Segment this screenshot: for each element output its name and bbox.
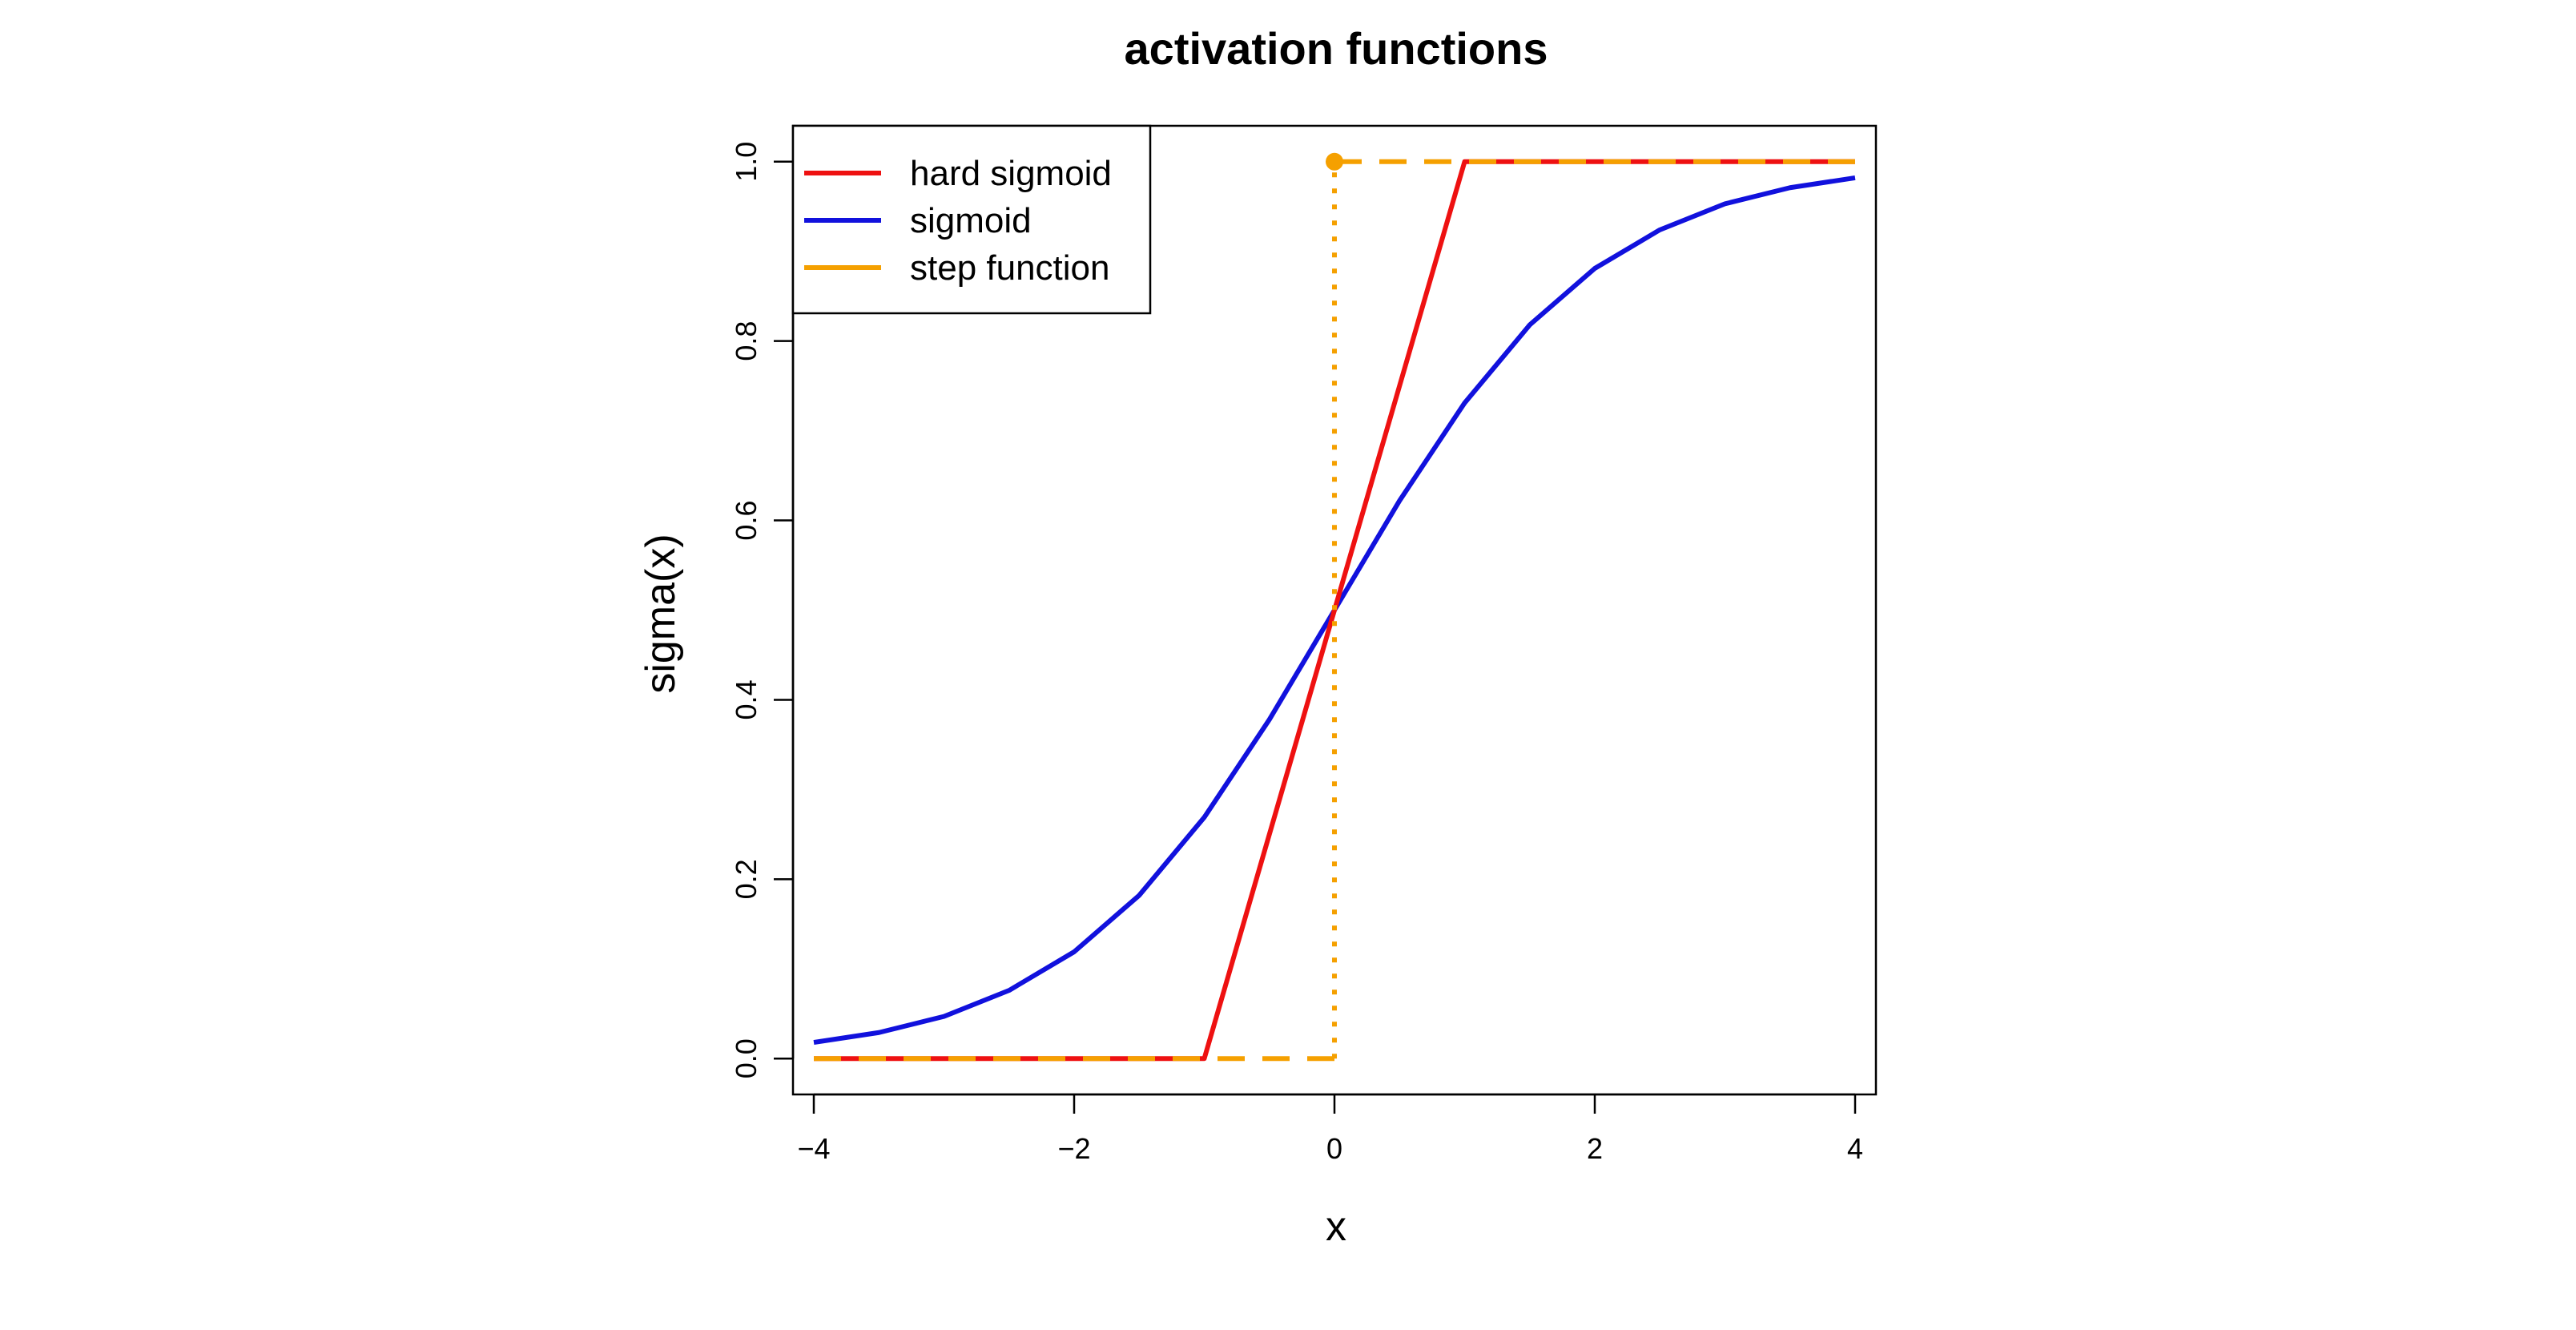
- y-tick-label: 0.6: [730, 501, 763, 541]
- y-tick-label: 0.0: [730, 1038, 763, 1078]
- legend-label: hard sigmoid: [910, 154, 1112, 193]
- y-tick-label: 0.8: [730, 321, 763, 361]
- x-axis: −4 −2 0 2 4: [797, 1093, 1863, 1165]
- step-function-point: [1326, 152, 1343, 171]
- y-tick-label: 0.4: [730, 679, 763, 719]
- x-tick-label: 0: [1326, 1132, 1342, 1165]
- x-tick-label: 4: [1847, 1132, 1863, 1165]
- legend-label: step function: [910, 248, 1110, 288]
- y-tick-label: 0.2: [730, 859, 763, 899]
- plot-area: [813, 152, 1856, 1062]
- chart-title: activation functions: [1125, 23, 1548, 74]
- y-axis: 0.0 0.2 0.4 0.6 0.8 1.0: [730, 142, 795, 1078]
- legend-label: sigmoid: [910, 201, 1032, 240]
- x-axis-label: x: [1326, 1203, 1346, 1250]
- x-tick-label: −2: [1057, 1132, 1090, 1165]
- legend-box: [791, 124, 1152, 315]
- y-axis-label: sigma(x): [638, 534, 684, 693]
- x-tick-label: 2: [1587, 1132, 1603, 1165]
- legend: hard sigmoid sigmoid step function: [791, 124, 1152, 315]
- y-tick-label: 1.0: [730, 142, 763, 182]
- x-tick-label: −4: [797, 1132, 830, 1165]
